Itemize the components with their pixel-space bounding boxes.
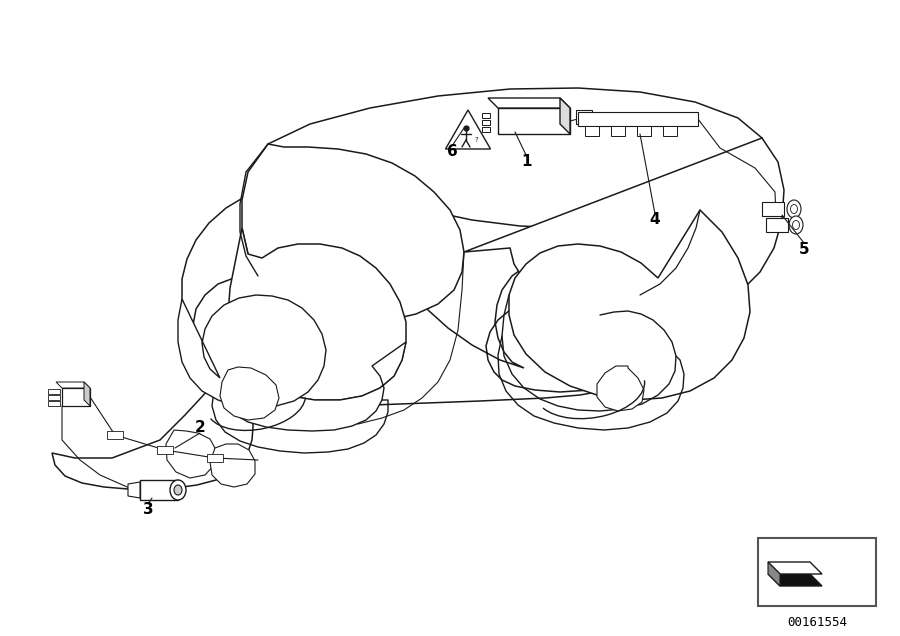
- Polygon shape: [84, 382, 90, 406]
- Polygon shape: [48, 401, 60, 406]
- Polygon shape: [220, 367, 279, 420]
- Polygon shape: [768, 562, 822, 574]
- Polygon shape: [578, 112, 698, 126]
- Ellipse shape: [790, 205, 797, 214]
- Polygon shape: [482, 113, 490, 118]
- Polygon shape: [768, 562, 780, 586]
- Polygon shape: [768, 574, 822, 586]
- Ellipse shape: [174, 485, 182, 495]
- Polygon shape: [762, 202, 784, 216]
- Polygon shape: [157, 446, 173, 454]
- Polygon shape: [498, 108, 570, 134]
- Polygon shape: [220, 340, 406, 431]
- Text: ?: ?: [474, 137, 478, 143]
- Polygon shape: [242, 144, 464, 320]
- Text: 4: 4: [650, 212, 661, 228]
- Polygon shape: [509, 210, 750, 400]
- Bar: [758, 538, 876, 606]
- Polygon shape: [637, 126, 651, 136]
- Text: 00161554: 00161554: [787, 616, 847, 629]
- Polygon shape: [52, 184, 670, 489]
- Polygon shape: [585, 126, 599, 136]
- Ellipse shape: [787, 200, 801, 218]
- Text: 5: 5: [798, 242, 809, 258]
- Polygon shape: [560, 98, 570, 134]
- Text: 2: 2: [194, 420, 205, 436]
- Text: 6: 6: [446, 144, 457, 160]
- Ellipse shape: [170, 480, 186, 500]
- Polygon shape: [210, 444, 255, 487]
- Polygon shape: [663, 126, 677, 136]
- Polygon shape: [166, 430, 216, 478]
- Polygon shape: [228, 228, 406, 400]
- Polygon shape: [48, 395, 60, 400]
- Polygon shape: [464, 138, 784, 318]
- Polygon shape: [140, 480, 178, 500]
- Polygon shape: [482, 127, 490, 132]
- Polygon shape: [56, 382, 90, 388]
- Ellipse shape: [793, 221, 799, 230]
- Polygon shape: [128, 482, 140, 498]
- Polygon shape: [62, 388, 90, 406]
- Text: 3: 3: [143, 502, 153, 518]
- Text: 1: 1: [522, 155, 532, 170]
- Polygon shape: [597, 366, 644, 411]
- Polygon shape: [207, 454, 223, 462]
- Polygon shape: [576, 110, 592, 124]
- Polygon shape: [482, 120, 490, 125]
- Polygon shape: [446, 110, 491, 149]
- Polygon shape: [268, 88, 762, 228]
- Ellipse shape: [789, 216, 803, 234]
- Polygon shape: [178, 295, 326, 408]
- Polygon shape: [488, 98, 570, 108]
- Polygon shape: [766, 218, 788, 232]
- Polygon shape: [107, 431, 123, 439]
- Polygon shape: [48, 389, 60, 394]
- Polygon shape: [611, 126, 625, 136]
